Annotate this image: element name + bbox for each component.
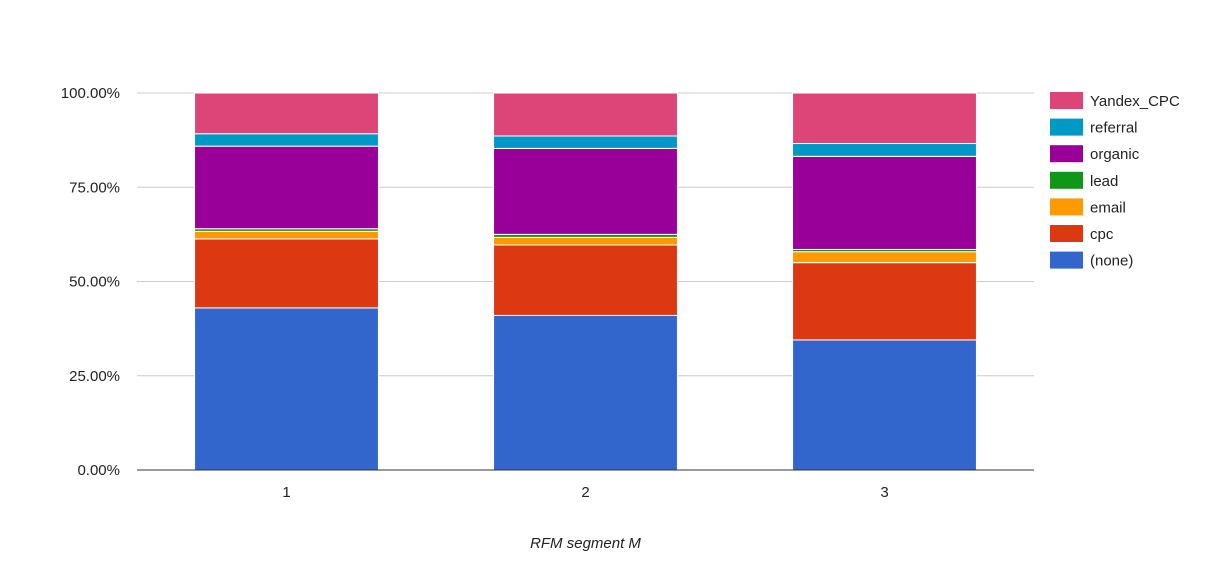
legend-label: (none) [1090, 253, 1133, 270]
bar-segment-cpc-3 [792, 262, 977, 341]
legend-swatch [1050, 145, 1083, 163]
legend: Yandex_CPC referral organic lead email cpc (no… [1050, 92, 1180, 270]
x-axis-title: RFM segment M [530, 535, 641, 552]
bar-segment-yandex-cpc-3 [792, 92, 977, 145]
legend-swatch [1050, 118, 1083, 136]
legend-swatch [1050, 92, 1083, 109]
bar-segment-email-3 [792, 251, 977, 264]
bar-segment-referral-3 [792, 143, 977, 157]
legend-label: referral [1090, 120, 1138, 137]
y-axis-tick-labels: 0.00% 25.00% 50.00% 75.00% 100.00% [61, 85, 120, 479]
y-tick-label: 25.00% [69, 368, 120, 385]
bars [194, 92, 977, 471]
x-tick-label: 2 [581, 484, 589, 501]
bar-segment-yandex-cpc-2 [493, 92, 678, 137]
bar-segment-email-2 [493, 236, 678, 246]
legend-label: cpc [1090, 226, 1114, 243]
legend-label: Yandex_CPC [1090, 93, 1180, 110]
bar-segment-referral-2 [493, 135, 678, 149]
x-axis-tick-labels: 1 2 3 [282, 484, 888, 501]
bar-segment-cpc-1 [194, 238, 379, 309]
legend-label: email [1090, 199, 1126, 216]
bar-segment-none-2 [493, 314, 678, 471]
y-tick-label: 0.00% [77, 462, 120, 479]
x-tick-label: 3 [880, 484, 888, 501]
legend-swatch [1050, 251, 1083, 269]
bar-segment-organic-2 [493, 147, 678, 235]
bar-segment-cpc-2 [493, 244, 678, 316]
y-tick-label: 75.00% [69, 179, 120, 196]
legend-label: organic [1090, 146, 1140, 163]
bar-segment-organic-1 [194, 145, 379, 230]
bar-segment-referral-1 [194, 133, 379, 147]
bar-segment-none-1 [194, 307, 379, 471]
y-tick-label: 100.00% [61, 85, 120, 102]
bar-segment-yandex-cpc-1 [194, 92, 379, 135]
bar-segment-organic-3 [792, 155, 977, 250]
y-tick-label: 50.00% [69, 274, 120, 291]
bar-segment-none-3 [792, 339, 977, 471]
x-tick-label: 1 [282, 484, 290, 501]
legend-label: lead [1090, 173, 1118, 190]
legend-swatch [1050, 198, 1083, 216]
legend-swatch [1050, 171, 1083, 189]
bar-segment-email-1 [194, 230, 379, 240]
legend-swatch [1050, 225, 1083, 242]
